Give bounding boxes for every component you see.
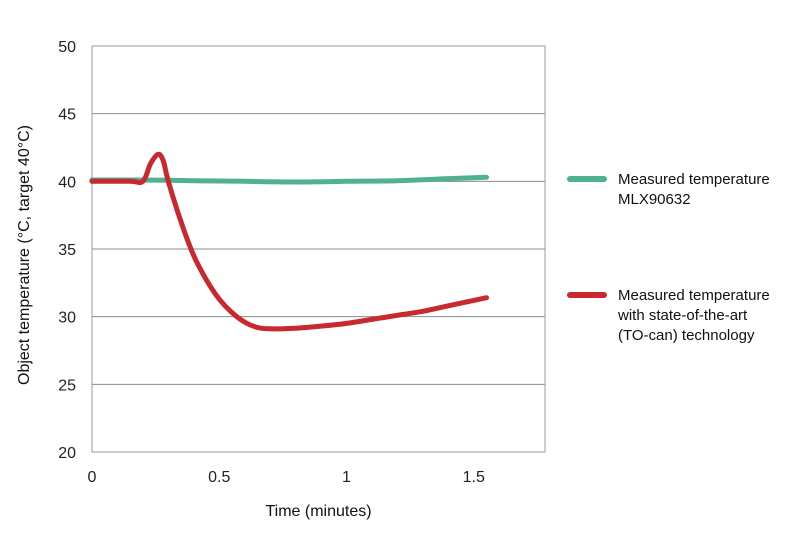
y-tick-label: 30 (58, 310, 76, 327)
x-axis-title: Time (minutes) (265, 503, 371, 520)
x-tick-label: 0.5 (208, 469, 230, 486)
legend: Measured temperature MLX90632 Measured tem… (570, 171, 770, 344)
x-tick-label: 0 (88, 469, 97, 486)
y-tick-label: 25 (58, 377, 76, 394)
y-tick-label: 45 (58, 107, 76, 124)
y-tick-label: 50 (58, 39, 76, 56)
y-tick-label: 40 (58, 174, 76, 191)
legend-label: (TO-can) technology (618, 327, 755, 344)
series-group (92, 154, 487, 329)
legend-label: with state-of-the-art (617, 307, 748, 324)
series-line-mlx90632 (92, 177, 487, 182)
y-axis-title: Object temperature (°C, target 40°C) (16, 125, 33, 385)
x-tick-label: 1 (342, 469, 351, 486)
chart: 20 25 30 35 40 45 50 0 0.5 1 1.5 Time (minutes) O… (0, 0, 792, 555)
y-tick-label: 20 (58, 445, 76, 462)
y-tick-label: 35 (58, 242, 76, 259)
legend-label: Measured temperature (618, 171, 770, 188)
x-tick-label: 1.5 (463, 469, 485, 486)
y-axis: 20 25 30 35 40 45 50 (58, 39, 76, 462)
x-axis: 0 0.5 1 1.5 (88, 469, 485, 486)
legend-label: Measured temperature (618, 287, 770, 304)
legend-label: MLX90632 (618, 191, 691, 208)
